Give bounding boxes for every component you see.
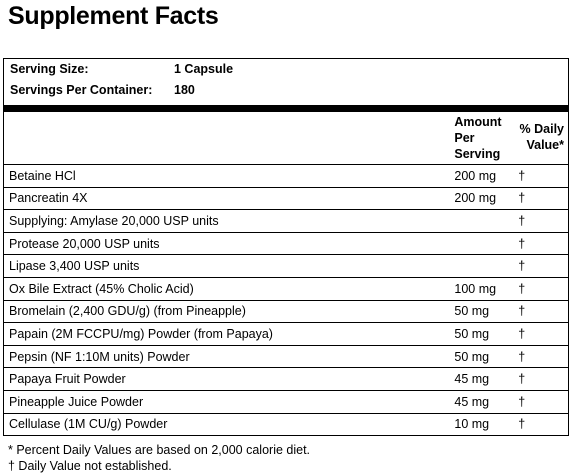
table-row: Protease 20,000 USP units † — [4, 231, 568, 255]
cell: † — [518, 191, 526, 206]
cell: Pineapple Juice Powder — [9, 394, 144, 409]
cell: Papain (2M FCCPU/mg) Powder (from Papaya… — [9, 326, 273, 341]
cell: † — [518, 326, 526, 341]
cell: † — [518, 236, 526, 251]
cell: † — [518, 213, 526, 228]
table-row: Pineapple Juice Powder 45 mg † — [4, 389, 568, 413]
table-row: Pancreatin 4X 200 mg † — [4, 186, 568, 210]
label: Servings Per Container: — [10, 83, 153, 97]
cell: 200 mg — [454, 191, 497, 206]
divider — [4, 105, 568, 112]
label: Serving Size: — [10, 62, 89, 76]
rows: Betaine HCl 200 mg † Pancreatin 4X 200 mg † Su… — [4, 164, 568, 435]
cell: Papaya Fruit Powder — [9, 372, 126, 387]
cell: 45 mg — [454, 372, 490, 387]
cell: 100 mg — [454, 281, 497, 296]
servings-per-container: Servings Per Container: 180 — [4, 80, 568, 101]
footnotes: * Percent Daily Values are based on 2,00… — [8, 442, 310, 474]
table-row: Papain (2M FCCPU/mg) Powder (from Papaya… — [4, 322, 568, 345]
cell: † — [518, 394, 526, 409]
footnote: * Percent Daily Values are based on 2,00… — [8, 443, 311, 457]
cell: 200 mg — [454, 168, 497, 183]
cell: Ox Bile Extract (45% Cholic Acid) — [9, 281, 194, 296]
title: Supplement Facts — [8, 2, 219, 30]
cell: † — [518, 259, 526, 274]
table-row: Ox Bile Extract (45% Cholic Acid) 100 mg † — [4, 276, 568, 300]
table-row: Supplying: Amylase 20,000 USP units † — [4, 209, 568, 232]
cell: † — [518, 281, 526, 296]
cell: † — [518, 372, 526, 387]
cell: Lipase 3,400 USP units — [9, 259, 140, 274]
cell: 50 mg — [454, 326, 490, 341]
cell: † — [518, 349, 526, 364]
cell: Protease 20,000 USP units — [9, 236, 160, 251]
table-row: Betaine HCl 200 mg † — [4, 164, 568, 187]
facts-box: Serving Size: 1 Capsule Servings Per Con… — [3, 58, 569, 437]
cell: 10 mg — [454, 417, 490, 432]
header-cell: % Daily Value* — [519, 122, 564, 152]
cell: Pancreatin 4X — [9, 191, 88, 206]
cell: Bromelain (2,400 GDU/g) (from Pineapple) — [9, 304, 246, 319]
cell: Betaine HCl — [9, 168, 76, 183]
cell: Cellulase (1M CU/g) Powder — [9, 417, 168, 432]
serving-size: Serving Size: 1 Capsule — [4, 59, 568, 80]
table-row: Cellulase (1M CU/g) Powder 10 mg † — [4, 412, 568, 436]
cell: Pepsin (NF 1:10M units) Powder — [9, 349, 190, 364]
table-row: Bromelain (2,400 GDU/g) (from Pineapple)… — [4, 299, 568, 323]
value: 180 — [174, 83, 195, 97]
table-row: Pepsin (NF 1:10M units) Powder 50 mg † — [4, 344, 568, 368]
cell: 50 mg — [454, 349, 490, 364]
footnote: † Daily Value not established. — [8, 459, 172, 473]
table-row: Papaya Fruit Powder 45 mg † — [4, 367, 568, 390]
cell: Supplying: Amylase 20,000 USP units — [9, 213, 219, 228]
cell: † — [518, 168, 526, 183]
header-row: Amount Per Serving % Daily Value* — [4, 112, 568, 164]
cell: † — [518, 304, 526, 319]
cell: 50 mg — [454, 304, 490, 319]
cell: † — [518, 417, 526, 432]
value: 1 Capsule — [174, 62, 234, 76]
cell: 45 mg — [454, 394, 490, 409]
header-cell: Amount Per Serving — [454, 115, 502, 161]
table-row: Lipase 3,400 USP units † — [4, 254, 568, 277]
